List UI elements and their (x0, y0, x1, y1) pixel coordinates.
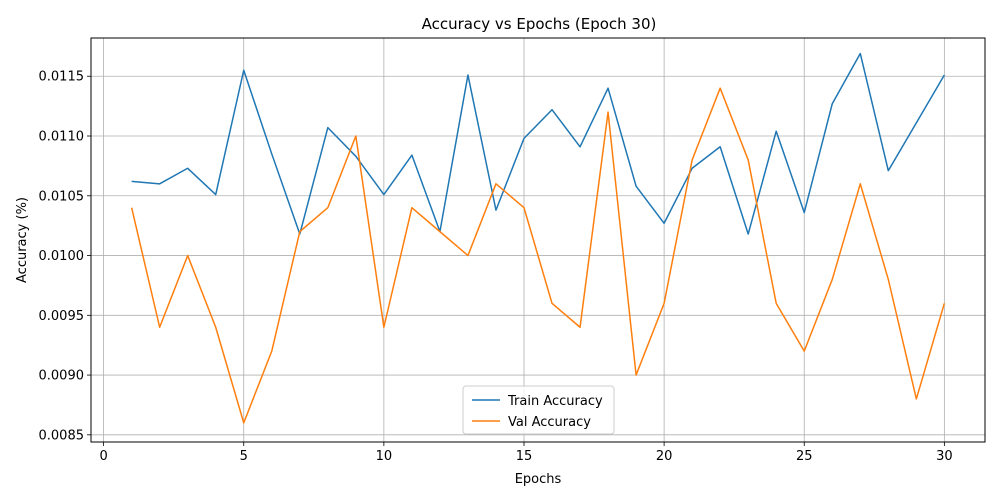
legend-box (462, 385, 615, 435)
y-tick-label: 0.0100 (39, 249, 85, 264)
x-axis-label: Epochs (515, 472, 562, 487)
y-axis-ticks: 0.0085 0.0090 0.0095 0.0100 0.0105 0.0110 0.01… (39, 70, 91, 443)
y-tick-label: 0.0085 (39, 428, 85, 443)
y-tick-label: 0.0105 (39, 189, 85, 204)
legend-label-val: Val Accuracy (508, 415, 591, 430)
x-tick-label: 5 (240, 449, 248, 464)
plot-frame (90, 37, 986, 443)
grid-lines (91, 38, 985, 442)
x-tick-label: 20 (656, 449, 673, 464)
legend: Train Accuracy Val Accuracy (462, 385, 615, 435)
y-axis-label: Accuracy (%) (15, 197, 30, 283)
y-tick-label: 0.0090 (39, 369, 85, 384)
legend-label-train: Train Accuracy (507, 394, 603, 409)
val-accuracy-line (130, 87, 946, 424)
train-accuracy-line (131, 52, 946, 235)
x-tick-label: 0 (99, 449, 107, 464)
chart-title: Accuracy vs Epochs (Epoch 30) (422, 15, 657, 33)
y-tick-label: 0.0110 (39, 130, 85, 145)
x-axis-ticks: 0 5 10 15 20 25 30 (99, 442, 953, 464)
x-tick-label: 10 (376, 449, 393, 464)
series-lines (130, 52, 946, 424)
y-tick-label: 0.0095 (39, 309, 85, 324)
x-tick-label: 25 (796, 449, 813, 464)
x-tick-label: 15 (516, 449, 533, 464)
y-tick-label: 0.0115 (39, 70, 85, 85)
x-tick-label: 30 (936, 449, 953, 464)
